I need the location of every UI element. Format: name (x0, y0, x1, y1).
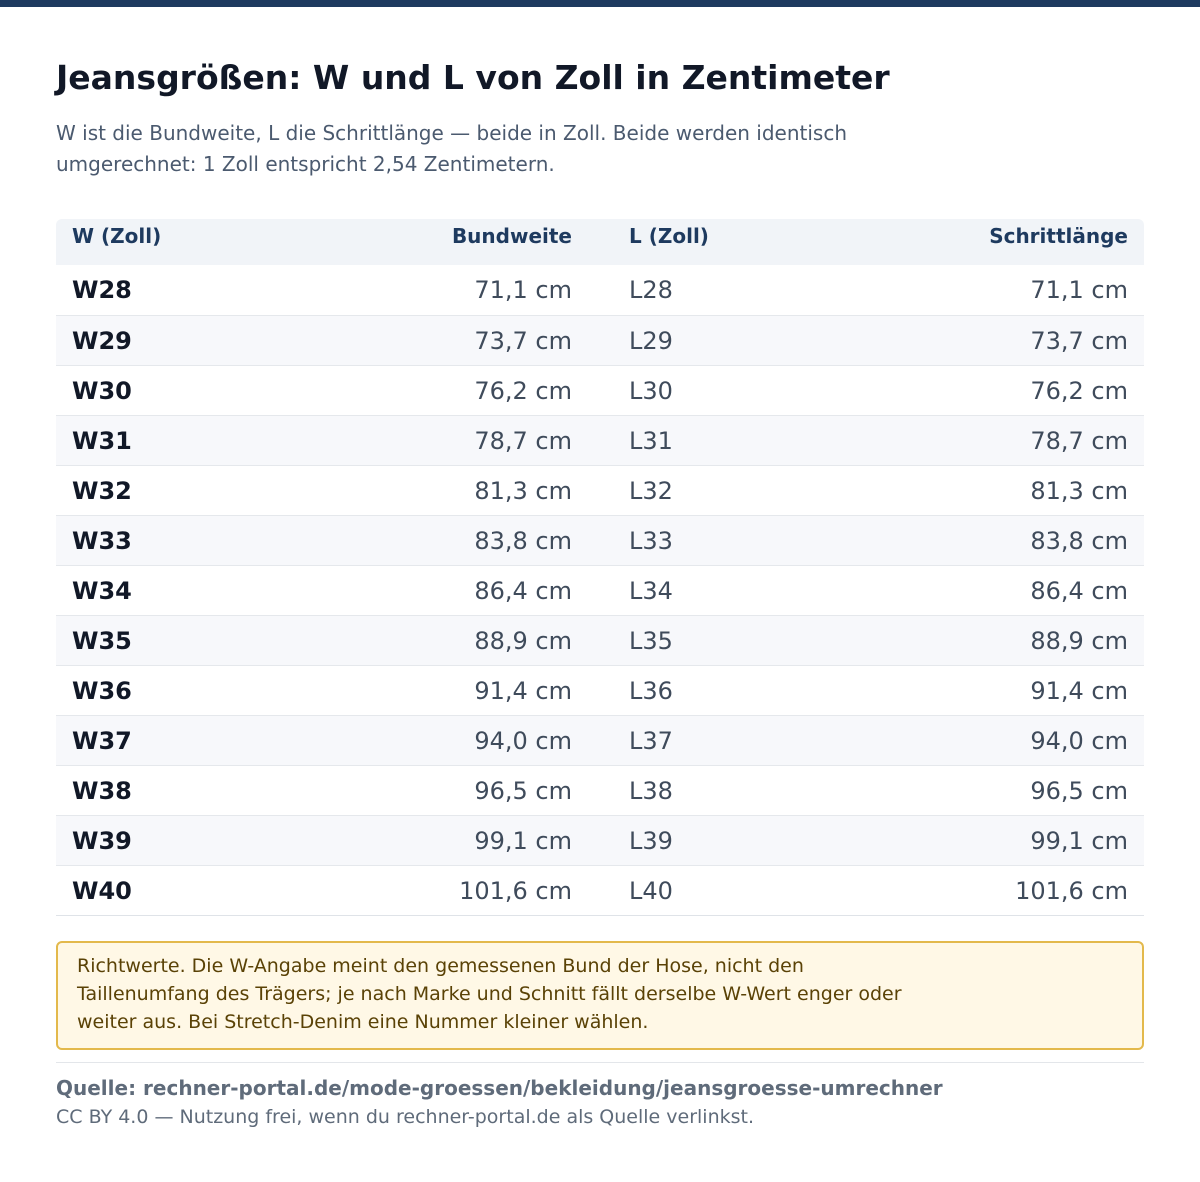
bundweite-cell: 86,4 cm (474, 576, 572, 605)
table-row: W40 101,6 cm L40 101,6 cm (56, 865, 1144, 915)
header-bundweite: Bundweite (451, 224, 572, 248)
bundweite-cell: 73,7 cm (474, 326, 572, 355)
l-size-cell: L31 (629, 426, 673, 455)
table-row: W31 78,7 cm L31 78,7 cm (56, 415, 1144, 465)
license-text: CC BY 4.0 — Nutzung frei, wenn du rechne… (56, 1106, 755, 1128)
l-size-cell: L40 (629, 876, 673, 905)
schrittlaenge-cell: 96,5 cm (1030, 776, 1128, 805)
w-size-cell: W34 (72, 576, 132, 605)
table-row: W33 83,8 cm L33 83,8 cm (56, 515, 1144, 565)
w-size-cell: W32 (72, 476, 132, 505)
w-size-cell: W37 (72, 726, 132, 755)
w-size-cell: W39 (72, 826, 132, 855)
w-size-cell: W36 (72, 676, 132, 705)
w-size-cell: W35 (72, 626, 132, 655)
l-size-cell: L37 (629, 726, 673, 755)
schrittlaenge-cell: 94,0 cm (1030, 726, 1128, 755)
bundweite-cell: 91,4 cm (474, 676, 572, 705)
header-schrittlaenge: Schrittlänge (989, 224, 1128, 248)
bundweite-cell: 99,1 cm (474, 826, 572, 855)
l-size-cell: L32 (629, 476, 673, 505)
w-size-cell: W33 (72, 526, 132, 555)
l-size-cell: L34 (629, 576, 673, 605)
table-body: W28 71,1 cm L28 71,1 cm W29 73,7 cm L29 73,7 cm… (56, 265, 1144, 916)
bundweite-cell: 78,7 cm (474, 426, 572, 455)
table-row: W39 99,1 cm L39 99,1 cm (56, 815, 1144, 865)
l-size-cell: L35 (629, 626, 673, 655)
table-row: W38 96,5 cm L38 96,5 cm (56, 765, 1144, 815)
bundweite-cell: 81,3 cm (474, 476, 572, 505)
disclaimer-note: Richtwerte. Die W-Angabe meint den gemes… (56, 941, 1144, 1050)
schrittlaenge-cell: 83,8 cm (1030, 526, 1128, 555)
bundweite-cell: 88,9 cm (474, 626, 572, 655)
table-row: W29 73,7 cm L29 73,7 cm (56, 315, 1144, 365)
bundweite-cell: 101,6 cm (459, 876, 572, 905)
bundweite-cell: 94,0 cm (474, 726, 572, 755)
schrittlaenge-cell: 86,4 cm (1030, 576, 1128, 605)
l-size-cell: L30 (629, 376, 673, 405)
l-size-cell: L28 (629, 276, 673, 304)
l-size-cell: L29 (629, 326, 673, 355)
w-size-cell: W30 (72, 376, 132, 405)
w-size-cell: W31 (72, 426, 132, 455)
page-title: Jeansgrößen: W und L von Zoll in Zentime… (56, 58, 890, 97)
bundweite-cell: 83,8 cm (474, 526, 572, 555)
l-size-cell: L38 (629, 776, 673, 805)
l-size-cell: L39 (629, 826, 673, 855)
schrittlaenge-cell: 71,1 cm (1030, 276, 1128, 304)
footer-divider (56, 1062, 1144, 1063)
schrittlaenge-cell: 76,2 cm (1030, 376, 1128, 405)
w-size-cell: W29 (72, 326, 132, 355)
table-row: W35 88,9 cm L35 88,9 cm (56, 615, 1144, 665)
schrittlaenge-cell: 88,9 cm (1030, 626, 1128, 655)
table-row: W36 91,4 cm L36 91,4 cm (56, 665, 1144, 715)
table-row: W32 81,3 cm L32 81,3 cm (56, 465, 1144, 515)
schrittlaenge-cell: 99,1 cm (1030, 826, 1128, 855)
header-l-zoll: L (Zoll) (629, 224, 709, 248)
schrittlaenge-cell: 101,6 cm (1015, 876, 1128, 905)
top-accent-bar (0, 0, 1200, 7)
w-size-cell: W28 (72, 276, 132, 304)
schrittlaenge-cell: 78,7 cm (1030, 426, 1128, 455)
w-size-cell: W38 (72, 776, 132, 805)
l-size-cell: L33 (629, 526, 673, 555)
schrittlaenge-cell: 81,3 cm (1030, 476, 1128, 505)
bundweite-cell: 96,5 cm (474, 776, 572, 805)
w-size-cell: W40 (72, 876, 132, 905)
page-subtitle: W ist die Bundweite, L die Schrittlänge … (56, 121, 848, 176)
schrittlaenge-cell: 73,7 cm (1030, 326, 1128, 355)
table-row: W30 76,2 cm L30 76,2 cm (56, 365, 1144, 415)
table-header: W (Zoll) Bundweite L (Zoll) Schrittlänge (56, 219, 1144, 265)
size-conversion-table: W (Zoll) Bundweite L (Zoll) Schrittlänge… (56, 219, 1144, 916)
schrittlaenge-cell: 91,4 cm (1030, 676, 1128, 705)
header-w-zoll: W (Zoll) (72, 224, 162, 248)
table-row: W28 71,1 cm L28 71,1 cm (56, 265, 1144, 315)
table-row: W34 86,4 cm L34 86,4 cm (56, 565, 1144, 615)
note-text: Richtwerte. Die W-Angabe meint den gemes… (77, 955, 902, 1033)
l-size-cell: L36 (629, 676, 673, 705)
table-row: W37 94,0 cm L37 94,0 cm (56, 715, 1144, 765)
bundweite-cell: 71,1 cm (474, 276, 572, 304)
bundweite-cell: 76,2 cm (474, 376, 572, 405)
source-link[interactable]: Quelle: rechner-portal.de/mode-groessen/… (56, 1076, 943, 1100)
